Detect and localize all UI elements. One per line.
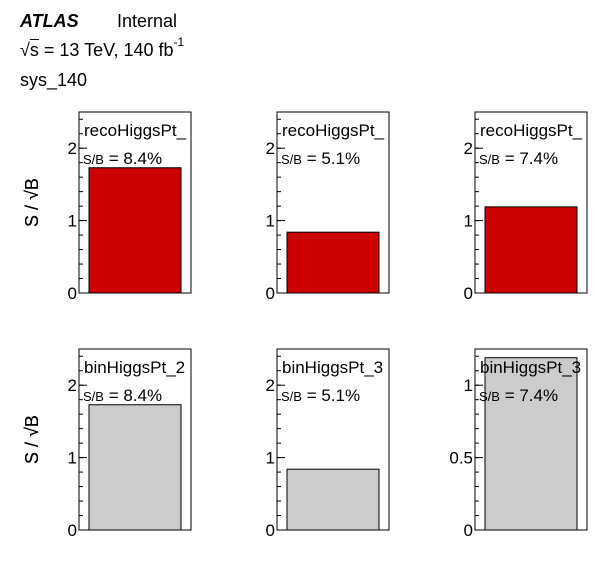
sb-value: = 7.4%: [500, 386, 558, 405]
panel-title: recoHiggsPt_: [84, 121, 187, 140]
y-tick-label: 0: [464, 284, 473, 303]
chart-panel-3: 0 1 2 recoHiggsPt_ S/B = 7.4% S / √B: [22, 111, 588, 303]
y-tick-label: 2: [68, 139, 77, 158]
bar: [484, 206, 578, 294]
sqrt-s: s: [29, 40, 39, 60]
y-tick-label: 2: [464, 139, 473, 158]
sb-label: S/B: [83, 389, 104, 404]
bar: [88, 167, 182, 294]
chart-panel-1: 0 1 2 recoHiggsPt_ S/B = 8.4% S / √B: [22, 111, 192, 303]
bar: [88, 404, 182, 531]
y-tick-label: 0: [68, 521, 77, 540]
sb-label: S/B: [281, 152, 302, 167]
y-tick-label: 1: [464, 212, 473, 231]
y-tick-label: 0: [68, 284, 77, 303]
y-tick-label: 1: [68, 449, 77, 468]
y-tick-label: 2: [266, 139, 275, 158]
sb-value: = 5.1%: [302, 149, 360, 168]
plot-frame: [78, 348, 192, 531]
panel-title: binHiggsPt_2: [84, 358, 185, 377]
chart-panel-5: 0 1 2 binHiggsPt_3 S/B = 5.1% S / √B: [22, 348, 390, 540]
bar: [286, 468, 380, 531]
sb-label: S/B: [479, 389, 500, 404]
plot-frame: [474, 111, 588, 294]
energy-lumi-label: √s = 13 TeV, 140 fb-1: [20, 35, 185, 60]
y-tick-label: 1: [464, 376, 473, 395]
y-tick-label: 0: [266, 521, 275, 540]
sb-annotation: S/B = 5.1%: [281, 386, 360, 405]
y-axis-label: S / √B: [22, 178, 42, 227]
sb-annotation: S/B = 7.4%: [479, 386, 558, 405]
y-tick-label: 1: [68, 212, 77, 231]
plot-frame: [276, 348, 390, 531]
plot-frame: [474, 348, 588, 531]
y-tick-label: 0: [464, 521, 473, 540]
chart-panel-2: 0 1 2 recoHiggsPt_ S/B = 5.1% S / √B: [22, 111, 390, 303]
chart-panel-6: 0 0.5 1 binHiggsPt_3 S/B = 7.4% S / √B: [22, 348, 588, 540]
sb-label: S/B: [281, 389, 302, 404]
y-tick-label: 2: [68, 376, 77, 395]
sb-label: S/B: [479, 152, 500, 167]
bar: [286, 231, 380, 294]
sb-value: = 8.4%: [104, 386, 162, 405]
sb-annotation: S/B = 5.1%: [281, 149, 360, 168]
sb-annotation: S/B = 8.4%: [83, 149, 162, 168]
y-tick-label: 1: [266, 449, 275, 468]
panel-title: recoHiggsPt_: [282, 121, 385, 140]
sb-label: S/B: [83, 152, 104, 167]
sb-value: = 5.1%: [302, 386, 360, 405]
y-axis-label: S / √B: [22, 178, 42, 227]
experiment-label: ATLAS: [20, 11, 79, 31]
bar: [484, 357, 578, 531]
y-axis-label: S / √B: [22, 178, 42, 227]
energy-text: = 13 TeV, 140 fb: [38, 40, 174, 60]
systematic-label: sys_140: [20, 70, 88, 90]
figure-header: ATLAS Internal √s = 13 TeV, 140 fb-1 sys…: [0, 0, 596, 100]
y-tick-label: 2: [266, 376, 275, 395]
plot-frame: [78, 111, 192, 294]
sb-annotation: S/B = 8.4%: [83, 386, 162, 405]
status-label: Internal: [117, 11, 178, 31]
lumi-exponent: -1: [173, 35, 185, 49]
panel-title: binHiggsPt_3: [480, 358, 581, 377]
sb-value: = 7.4%: [500, 149, 558, 168]
sb-annotation: S/B = 7.4%: [479, 149, 558, 168]
y-axis-label: S / √B: [22, 415, 42, 464]
plot-frame: [276, 111, 390, 294]
y-axis-label: S / √B: [22, 415, 42, 464]
panel-title: binHiggsPt_3: [282, 358, 383, 377]
sb-value: = 8.4%: [104, 149, 162, 168]
y-axis-label: S / √B: [22, 415, 42, 464]
y-tick-label: 1: [266, 212, 275, 231]
panel-title: recoHiggsPt_: [480, 121, 583, 140]
y-tick-label: 0: [266, 284, 275, 303]
y-tick-label: 0.5: [449, 449, 473, 468]
chart-panel-4: 0 1 2 binHiggsPt_2 S/B = 8.4% S / √B: [22, 348, 192, 540]
